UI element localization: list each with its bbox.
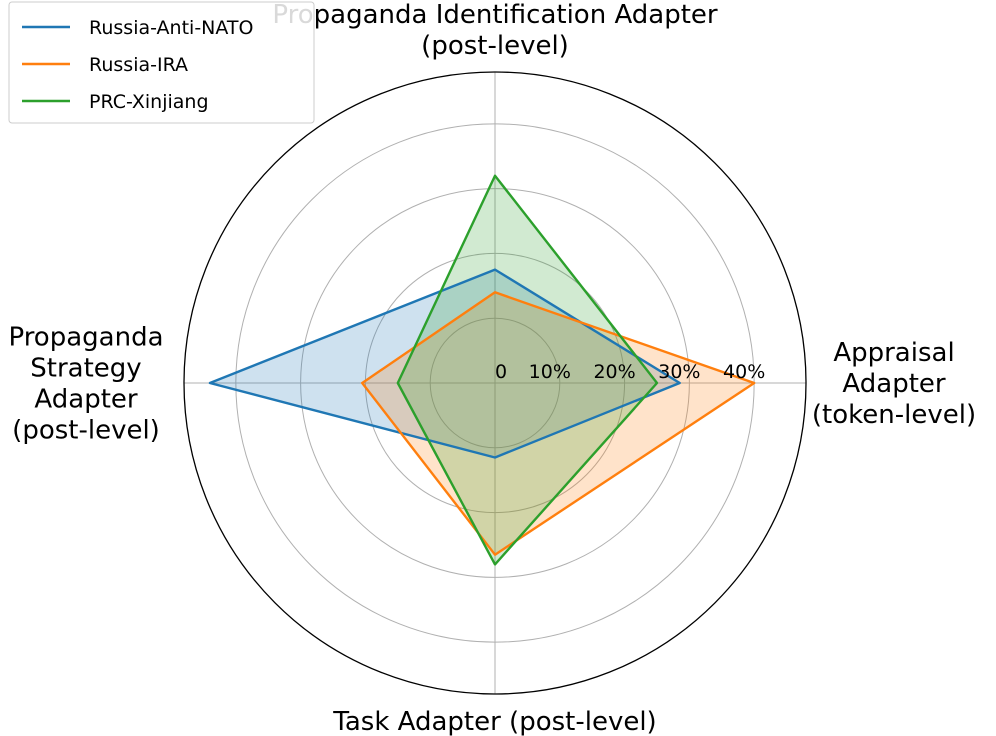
tick-label-3: 30% [658, 361, 700, 383]
axis-label-0-line-0: Propaganda Identification Adapter [272, 0, 717, 30]
tick-label-1: 10% [529, 361, 571, 383]
axis-label-1-line-2: (token-level) [812, 400, 976, 430]
series-line-1 [361, 291, 756, 556]
legend: Russia-Anti-NATO Russia-IRA PRC-Xinjiang [8, 1, 315, 124]
legend-label-0: Russia-Anti-NATO [89, 17, 253, 39]
axis-labels: Propaganda Identification Adapter(post-l… [8, 0, 976, 736]
series-line-2 [396, 174, 659, 566]
axis-label-0-line-1: (post-level) [421, 31, 569, 61]
legend-frame [8, 1, 315, 124]
axis-label-3-line-1: Strategy [30, 354, 141, 384]
series-lines [208, 174, 756, 566]
tick-label-4: 40% [723, 361, 765, 383]
radial-tick-labels: 0 10% 20% 30% 40% [495, 361, 765, 383]
series-area-2 [397, 175, 657, 565]
tick-label-0: 0 [495, 361, 507, 383]
axis-label-1-line-1: Adapter [842, 369, 945, 399]
tick-label-2: 20% [593, 361, 635, 383]
series-area-1 [362, 292, 755, 555]
axis-label-3-line-2: Adapter [34, 385, 137, 415]
axis-label-2-line-0: Task Adapter (post-level) [332, 707, 656, 736]
legend-label-1: Russia-IRA [89, 54, 188, 76]
outer-frame [183, 71, 807, 695]
axis-label-3-line-0: Propaganda [8, 323, 163, 353]
legend-label-2: PRC-Xinjiang [89, 91, 209, 113]
axis-label-1-line-0: Appraisal [833, 338, 954, 368]
axis-label-3-line-3: (post-level) [12, 416, 160, 446]
axis-label-2: Task Adapter (post-level) [332, 707, 656, 736]
series-line-0 [208, 268, 681, 459]
axis-label-0: Propaganda Identification Adapter(post-l… [272, 0, 717, 61]
